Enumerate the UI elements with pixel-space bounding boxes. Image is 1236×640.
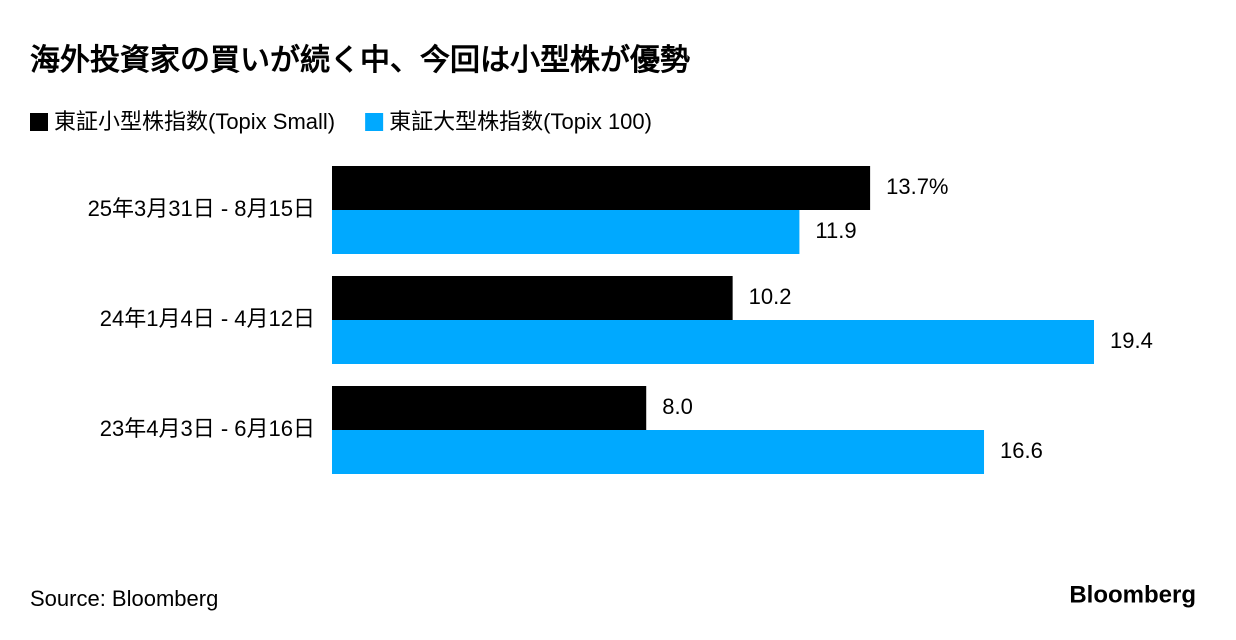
bar [332,386,647,430]
legend-label: 東証大型株指数(Topix 100) [389,109,652,134]
legend-swatch [30,113,48,131]
bar [332,210,800,254]
bar [332,276,733,320]
legend-swatch [365,113,384,131]
chart-title: 海外投資家の買いが続く中、今回は小型株が優勢 [30,43,690,77]
y-tick-label: 23年4月3日 - 6月16日 [100,416,315,441]
brand-logo: Bloomberg [1069,581,1196,608]
source: Source: Bloomberg [30,586,218,611]
y-tick-label: 24年1月4日 - 4月12日 [100,306,315,331]
bar [332,166,871,210]
data-label: 8.0 [662,394,693,419]
data-label: 16.6 [1000,438,1043,463]
y-tick-label: 25年3月31日 - 8月15日 [88,196,315,221]
data-label: 10.2 [749,284,792,309]
legend-label: 東証小型株指数(Topix Small) [54,109,335,134]
data-label: 19.4 [1110,328,1153,353]
bar [332,320,1094,364]
data-label: 13.7% [886,174,948,199]
bar [332,430,985,474]
data-label: 11.9 [815,218,856,243]
